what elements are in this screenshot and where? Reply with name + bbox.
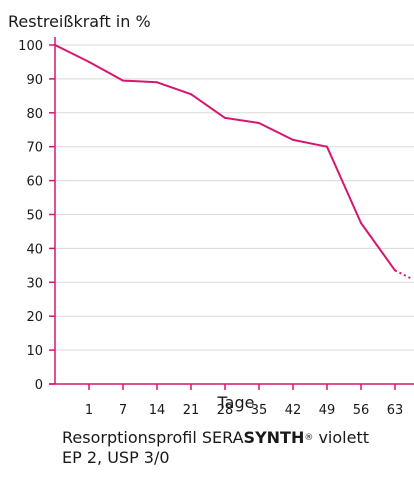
x-tick-label-56: 56: [353, 403, 370, 418]
x-tick-label-49: 49: [319, 403, 336, 418]
x-tick-label-42: 42: [285, 403, 302, 418]
x-tick-label-63: 63: [387, 403, 404, 418]
y-tick-label-40: 40: [26, 242, 43, 257]
caption-line-2: EP 2, USP 3/0: [62, 448, 170, 467]
x-axis-ticks: 1 7 14 21 28 35 42 49 56 63: [85, 384, 403, 418]
data-point-56: [360, 221, 362, 224]
data-point-21: [190, 93, 192, 96]
y-tick-label-60: 60: [26, 175, 43, 190]
grid-lines: [55, 44, 414, 351]
chart: 0 10 20 30 40 50 60 70 80 90 100 1 7 14 21 28 35 42 49 56 6…: [8, 12, 414, 418]
x-axis-title: Tage: [217, 393, 255, 412]
data-point-14: [156, 81, 158, 84]
caption-line-1: Resorptionsprofil SERASYNTH® violett: [62, 428, 369, 448]
data-point-0: [54, 44, 56, 46]
y-tick-label-0: 0: [35, 378, 43, 393]
data-point-1: [88, 60, 90, 63]
data-point-28: [224, 116, 226, 119]
y-tick-label-20: 20: [26, 310, 43, 325]
caption-brand: SYNTH: [243, 428, 305, 447]
x-tick-label-14: 14: [149, 403, 166, 418]
x-tick-label-1: 1: [85, 403, 93, 418]
x-tick-label-35: 35: [251, 403, 268, 418]
y-tick-label-50: 50: [26, 209, 43, 224]
y-axis-title: Restreißkraft in %: [8, 12, 151, 31]
caption-suffix: violett: [313, 428, 369, 447]
figure-caption: Resorptionsprofil SERASYNTH® violett EP …: [62, 428, 369, 468]
series-extrapolation: [394, 269, 413, 280]
data-point-49: [326, 145, 328, 148]
caption-prefix: Resorptionsprofil SERA: [62, 428, 244, 447]
registered-mark: ®: [304, 433, 314, 443]
series: [54, 44, 413, 280]
y-tick-label-30: 30: [26, 276, 43, 291]
y-tick-label-90: 90: [26, 73, 43, 88]
x-tick-label-7: 7: [119, 403, 127, 418]
data-point-42: [292, 138, 294, 141]
y-tick-label-70: 70: [26, 141, 43, 156]
data-point-7: [122, 79, 124, 82]
x-tick-label-28: 28: [217, 403, 234, 418]
y-axis-ticks: 0 10 20 30 40 50 60 70 80 90 100: [18, 39, 55, 393]
y-tick-label-100: 100: [18, 39, 43, 54]
data-point-35: [258, 121, 260, 124]
y-tick-label-10: 10: [26, 344, 43, 359]
axes: [49, 37, 414, 385]
x-tick-label-21: 21: [183, 403, 200, 418]
y-tick-label-80: 80: [26, 107, 43, 122]
